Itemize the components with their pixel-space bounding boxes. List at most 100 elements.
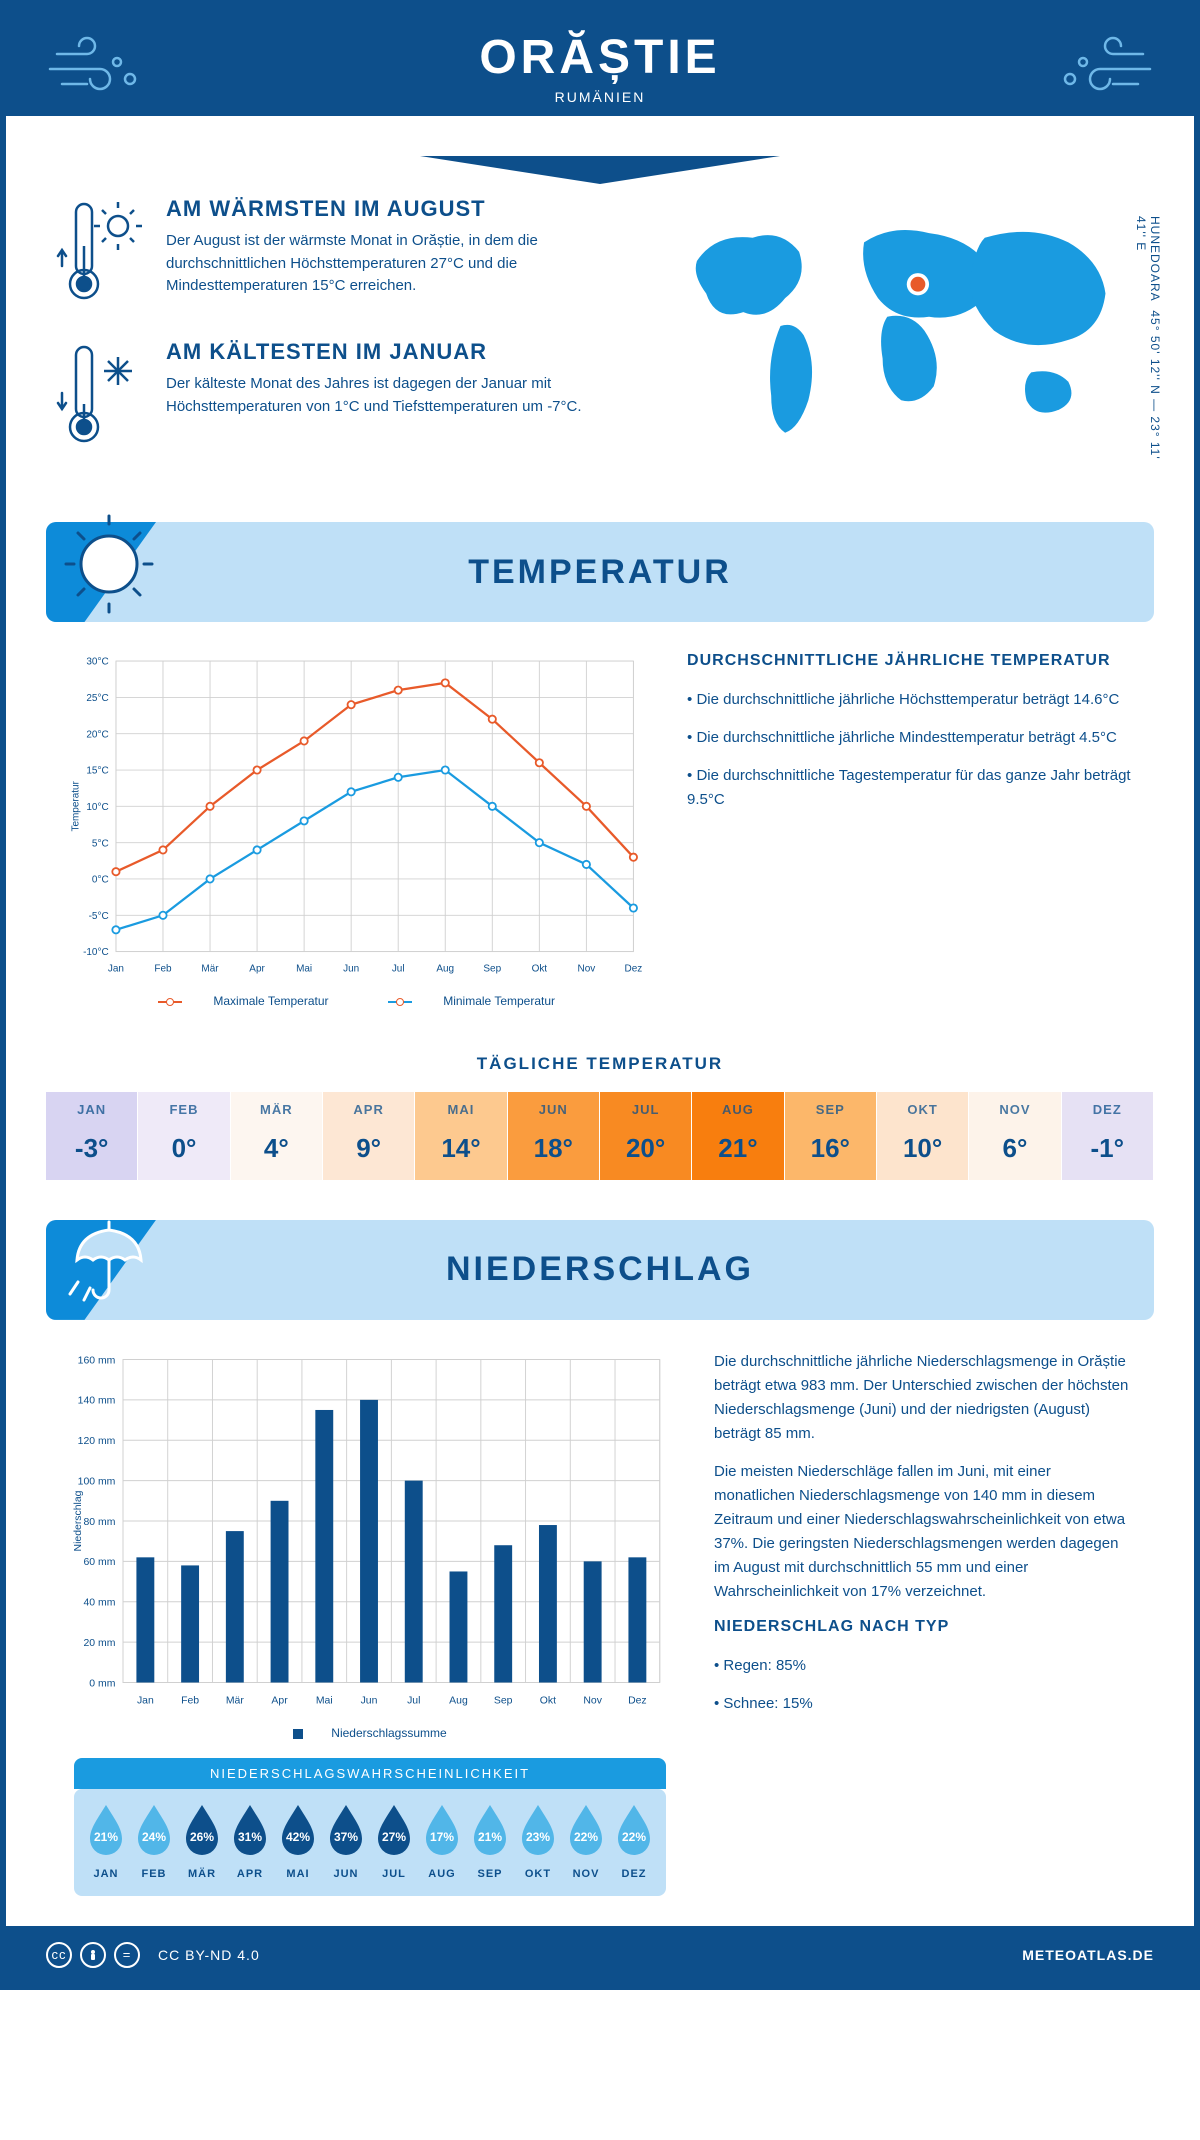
precip-prob-row: 21% JAN 24% FEB 26% MÄR 31% APR 42% MAI … — [74, 1789, 666, 1896]
cc-icon: cc — [46, 1942, 72, 1968]
svg-text:20 mm: 20 mm — [83, 1638, 115, 1649]
svg-text:120 mm: 120 mm — [78, 1436, 116, 1447]
umbrella-icon — [64, 1212, 154, 1327]
svg-text:10°C: 10°C — [86, 802, 108, 813]
prob-drop: 21% JAN — [84, 1801, 128, 1880]
svg-text:17%: 17% — [430, 1830, 454, 1844]
month-cell: MÄR4° — [231, 1092, 323, 1180]
svg-text:21%: 21% — [478, 1830, 502, 1844]
month-cell: MAI14° — [415, 1092, 507, 1180]
svg-text:Aug: Aug — [449, 1695, 468, 1706]
svg-text:Nov: Nov — [578, 964, 596, 975]
svg-text:Nov: Nov — [583, 1695, 602, 1706]
svg-text:22%: 22% — [622, 1830, 646, 1844]
prob-drop: 31% APR — [228, 1801, 272, 1880]
svg-text:40 mm: 40 mm — [83, 1597, 115, 1608]
month-cell: FEB0° — [138, 1092, 230, 1180]
header: ORĂȘTIE RUMÄNIEN — [6, 6, 1194, 156]
daily-temp-title: TÄGLICHE TEMPERATUR — [6, 1054, 1194, 1074]
prob-drop: 21% SEP — [468, 1801, 512, 1880]
world-map — [640, 196, 1144, 456]
svg-text:Sep: Sep — [494, 1695, 513, 1706]
month-cell: JUL20° — [600, 1092, 692, 1180]
page-frame: ORĂȘTIE RUMÄNIEN — [0, 0, 1200, 1990]
svg-text:Dez: Dez — [628, 1695, 647, 1706]
precip-info: Die durchschnittliche jährliche Niedersc… — [714, 1350, 1134, 1906]
precip-banner: NIEDERSCHLAG — [46, 1220, 1154, 1320]
temperature-line-chart: -10°C-5°C0°C5°C10°C15°C20°C25°C30°CJanFe… — [66, 652, 647, 979]
svg-text:100 mm: 100 mm — [78, 1476, 116, 1487]
precip-bar-chart: 0 mm 20 mm 40 mm 60 mm 80 mm 100 mm 120 mm 140 … — [66, 1350, 674, 1711]
prob-drop: 23% OKT — [516, 1801, 560, 1880]
by-icon — [80, 1942, 106, 1968]
svg-text:Mär: Mär — [201, 964, 219, 975]
cold-title: AM KÄLTESTEN IM JANUAR — [166, 339, 610, 365]
svg-text:80 mm: 80 mm — [83, 1517, 115, 1528]
svg-text:20°C: 20°C — [86, 729, 108, 740]
svg-text:0 mm: 0 mm — [89, 1678, 115, 1689]
thermometer-sun-icon — [56, 196, 146, 311]
svg-text:Feb: Feb — [181, 1695, 199, 1706]
temp-chart-row: -10°C-5°C0°C5°C10°C15°C20°C25°C30°CJanFe… — [6, 652, 1194, 1028]
svg-text:140 mm: 140 mm — [78, 1396, 116, 1407]
prob-drop: 42% MAI — [276, 1801, 320, 1880]
svg-text:Mai: Mai — [296, 964, 312, 975]
svg-text:31%: 31% — [238, 1830, 262, 1844]
footer: cc = CC BY-ND 4.0 METEOATLAS.DE — [6, 1926, 1194, 1984]
wind-icon — [42, 34, 152, 109]
temperature-banner: TEMPERATUR — [46, 522, 1154, 622]
svg-text:Aug: Aug — [436, 964, 454, 975]
precip-legend: Niederschlagssumme — [66, 1726, 674, 1740]
svg-text:Dez: Dez — [625, 964, 643, 975]
svg-text:5°C: 5°C — [92, 838, 109, 849]
svg-text:Jul: Jul — [392, 964, 405, 975]
svg-text:Mär: Mär — [226, 1695, 244, 1706]
svg-text:Mai: Mai — [316, 1695, 333, 1706]
svg-text:37%: 37% — [334, 1830, 358, 1844]
wind-icon — [1048, 34, 1158, 109]
svg-text:60 mm: 60 mm — [83, 1557, 115, 1568]
warm-title: AM WÄRMSTEN IM AUGUST — [166, 196, 610, 222]
svg-text:Jul: Jul — [407, 1695, 420, 1706]
svg-text:42%: 42% — [286, 1830, 310, 1844]
month-cell: DEZ-1° — [1062, 1092, 1154, 1180]
prob-drop: 22% NOV — [564, 1801, 608, 1880]
svg-text:-10°C: -10°C — [83, 947, 109, 958]
month-cell: AUG21° — [692, 1092, 784, 1180]
prob-drop: 17% AUG — [420, 1801, 464, 1880]
svg-text:Sep: Sep — [483, 964, 501, 975]
cold-text: Der kälteste Monat des Jahres ist dagege… — [166, 373, 610, 418]
country-label: RUMÄNIEN — [6, 89, 1194, 105]
prob-drop: 37% JUN — [324, 1801, 368, 1880]
daily-temp-row: JAN-3°FEB0°MÄR4°APR9°MAI14°JUN18°JUL20°A… — [6, 1092, 1194, 1210]
svg-text:Okt: Okt — [532, 964, 548, 975]
prob-drop: 27% JUL — [372, 1801, 416, 1880]
warm-text: Der August ist der wärmste Monat in Orăș… — [166, 230, 610, 298]
site-name: METEOATLAS.DE — [1022, 1947, 1154, 1963]
section-title: NIEDERSCHLAG — [156, 1250, 1154, 1289]
svg-text:26%: 26% — [190, 1830, 214, 1844]
month-cell: JUN18° — [508, 1092, 600, 1180]
svg-text:15°C: 15°C — [86, 766, 108, 777]
coldest-block: AM KÄLTESTEN IM JANUAR Der kälteste Mona… — [56, 339, 610, 454]
precip-chart-row: 0 mm 20 mm 40 mm 60 mm 80 mm 100 mm 120 mm 140 … — [6, 1350, 1194, 1926]
svg-text:24%: 24% — [142, 1830, 166, 1844]
svg-text:22%: 22% — [574, 1830, 598, 1844]
svg-text:Jan: Jan — [137, 1695, 154, 1706]
license-text: CC BY-ND 4.0 — [158, 1947, 260, 1963]
svg-text:Jun: Jun — [361, 1695, 378, 1706]
temp-legend: .lg-line:nth-of-type(1)::after{border-co… — [66, 994, 647, 1008]
prob-drop: 26% MÄR — [180, 1801, 224, 1880]
svg-text:23%: 23% — [526, 1830, 550, 1844]
license-block: cc = CC BY-ND 4.0 — [46, 1942, 260, 1968]
month-cell: OKT10° — [877, 1092, 969, 1180]
svg-text:Apr: Apr — [271, 1695, 288, 1706]
thermometer-snow-icon — [56, 339, 146, 454]
month-cell: JAN-3° — [46, 1092, 138, 1180]
warmest-block: AM WÄRMSTEN IM AUGUST Der August ist der… — [56, 196, 610, 311]
prob-drop: 24% FEB — [132, 1801, 176, 1880]
svg-text:Apr: Apr — [249, 964, 265, 975]
summary-section: AM WÄRMSTEN IM AUGUST Der August ist der… — [6, 156, 1194, 512]
city-title: ORĂȘTIE — [6, 30, 1194, 85]
month-cell: NOV6° — [969, 1092, 1061, 1180]
